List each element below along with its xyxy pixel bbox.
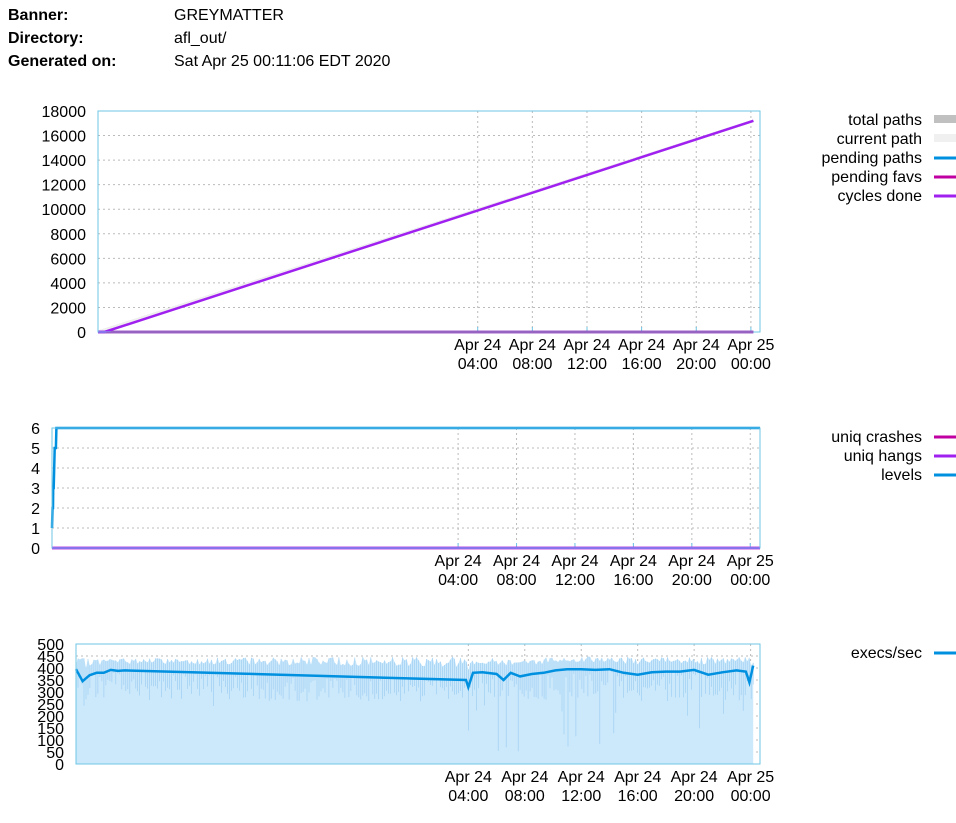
- legend-label: pending paths: [821, 150, 922, 167]
- y-tick-label: 18000: [42, 104, 87, 121]
- x-tick-label-date: Apr 25: [727, 769, 774, 786]
- x-tick-label-time: 08:00: [512, 356, 552, 373]
- x-tick-label-time: 00:00: [730, 572, 770, 589]
- levels-chart: 0 1 2 3 4 5 6 Apr 24 04:00 Apr 24 08:00 Apr 24 12:00…: [31, 421, 956, 589]
- legend-label: pending favs: [831, 169, 922, 186]
- x-tick-label-time: 04:00: [448, 788, 488, 805]
- y-tick-label: 150: [37, 721, 64, 738]
- y-tick-label: 0: [55, 757, 64, 774]
- y-tick-label: 100: [37, 733, 64, 750]
- x-tick-label-date: Apr 24: [558, 769, 605, 786]
- x-tick-label-time: 20:00: [672, 572, 712, 589]
- x-tick-label-time: 20:00: [674, 788, 714, 805]
- x-tick-label-time: 16:00: [622, 356, 662, 373]
- y-tick-label: 0: [31, 541, 40, 558]
- x-tick-label-date: Apr 24: [618, 337, 665, 354]
- y-tick-label: 250: [37, 697, 64, 714]
- series-line-levels: [50, 426, 760, 529]
- directory-value: afl_out/: [174, 30, 227, 47]
- x-tick-label-date: Apr 24: [445, 769, 492, 786]
- y-tick-label: 10000: [42, 202, 87, 219]
- y-tick-label: 16000: [42, 129, 87, 146]
- generated-label: Generated on:: [8, 53, 117, 70]
- x-tick-label-date: Apr 24: [551, 553, 598, 570]
- x-tick-label-date: Apr 25: [727, 553, 774, 570]
- x-tick-label-date: Apr 24: [501, 769, 548, 786]
- y-tick-label: 500: [37, 637, 64, 654]
- series-line-execs-sec: [74, 665, 755, 692]
- y-tick-label: 8000: [50, 227, 86, 244]
- y-tick-label: 3: [31, 481, 40, 498]
- x-tick-label-date: Apr 24: [673, 337, 720, 354]
- y-tick-label: 300: [37, 685, 64, 702]
- banner-label: Banner:: [8, 7, 69, 24]
- y-tick-label: 350: [37, 673, 64, 690]
- y-tick-label: 14000: [42, 153, 87, 170]
- legend-label: total paths: [848, 112, 922, 129]
- x-tick-label-time: 00:00: [731, 788, 771, 805]
- x-tick-label-date: Apr 24: [454, 337, 501, 354]
- x-tick-label-date: Apr 24: [563, 337, 610, 354]
- plot-border: [75, 643, 761, 765]
- legend-label: cycles done: [838, 188, 923, 205]
- paths-chart: 0 2000 4000 6000 8000 10000 12000 14000 16000 180…: [42, 104, 956, 373]
- x-tick-label-time: 08:00: [505, 788, 545, 805]
- x-tick-label-time: 04:00: [438, 572, 478, 589]
- y-tick-label: 4: [31, 461, 40, 478]
- plot-border: [97, 110, 761, 333]
- y-tick-label: 12000: [42, 178, 87, 195]
- x-tick-label-date: Apr 24: [509, 337, 556, 354]
- y-tick-label: 2: [31, 501, 40, 518]
- legend-label: uniq hangs: [844, 448, 922, 465]
- x-tick-label-date: Apr 24: [668, 553, 715, 570]
- y-tick-label: 2000: [50, 300, 86, 317]
- legend-label: execs/sec: [851, 645, 922, 662]
- x-tick-label-time: 12:00: [567, 356, 607, 373]
- x-tick-label-date: Apr 24: [493, 553, 540, 570]
- y-tick-label: 1: [31, 521, 40, 538]
- legend-label: uniq crashes: [831, 429, 922, 446]
- legend-swatch: [934, 115, 956, 123]
- generated-value: Sat Apr 25 00:11:06 EDT 2020: [174, 53, 391, 70]
- x-tick-label-date: Apr 24: [610, 553, 657, 570]
- x-tick-label-time: 16:00: [618, 788, 658, 805]
- y-tick-label: 5: [31, 441, 40, 458]
- y-tick-label: 6: [31, 421, 40, 438]
- y-tick-label: 200: [37, 709, 64, 726]
- x-tick-label-time: 12:00: [555, 572, 595, 589]
- x-tick-label-date: Apr 24: [435, 553, 482, 570]
- y-tick-label: 6000: [50, 251, 86, 268]
- y-tick-label: 450: [37, 649, 64, 666]
- x-tick-label-date: Apr 25: [727, 337, 774, 354]
- legend-label: levels: [881, 467, 922, 484]
- x-tick-label-time: 08:00: [497, 572, 537, 589]
- directory-label: Directory:: [8, 30, 84, 47]
- x-tick-label-time: 12:00: [561, 788, 601, 805]
- banner-value: GREYMATTER: [174, 7, 284, 24]
- y-tick-label: 4000: [50, 276, 86, 293]
- legend-label: current path: [837, 131, 922, 148]
- y-tick-label: 50: [46, 745, 64, 762]
- x-tick-label-date: Apr 24: [671, 769, 718, 786]
- x-tick-label-time: 20:00: [676, 356, 716, 373]
- plot-border: [51, 427, 761, 549]
- legend-swatch: [934, 134, 956, 142]
- y-tick-label: 400: [37, 661, 64, 678]
- x-tick-label-date: Apr 24: [614, 769, 661, 786]
- x-tick-label-time: 04:00: [458, 356, 498, 373]
- x-tick-label-time: 00:00: [731, 356, 771, 373]
- y-tick-label: 0: [77, 325, 86, 342]
- x-tick-label-time: 16:00: [613, 572, 653, 589]
